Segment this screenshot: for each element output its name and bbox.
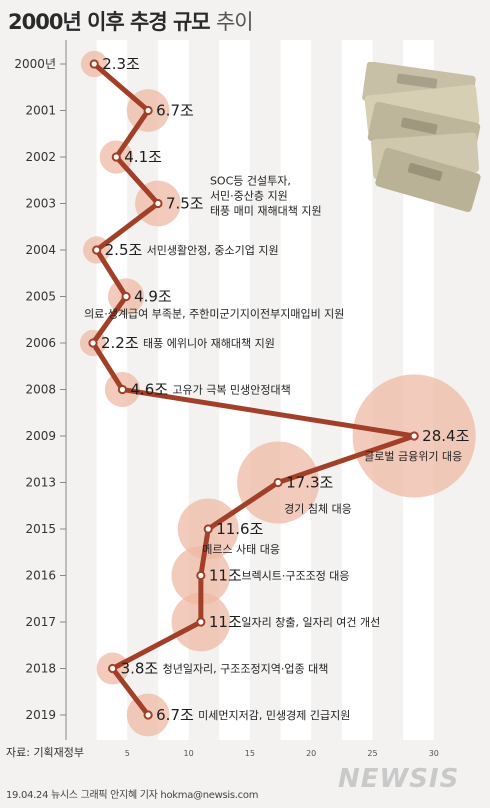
- annotation-text: 일자리 창출, 일자리 여건 개선: [241, 615, 380, 629]
- y-tick-label: 2000년: [14, 57, 56, 71]
- value-label: 11조: [209, 567, 242, 585]
- data-point: [88, 338, 98, 348]
- data-point: [203, 524, 213, 534]
- y-tick-label: 2008: [25, 383, 56, 397]
- chart-title-main: 2000년 이후 추경 규모: [8, 10, 211, 34]
- data-point: [273, 477, 283, 488]
- data-point: [196, 617, 206, 627]
- data-points: [88, 59, 419, 720]
- value-label: 4.1조: [124, 148, 162, 166]
- value-label: 3.8조: [121, 660, 159, 678]
- x-axis-ticks: 5 10 15 20 25 30: [125, 749, 439, 758]
- x-tick-label: 25: [367, 749, 377, 758]
- x-tick-label: 10: [184, 749, 194, 758]
- value-label: 2.3조: [102, 55, 140, 73]
- y-axis-ticks: 2000년 2001 2002 2003 2004 2005 2006 2008 2009 201…: [14, 57, 66, 722]
- value-label: 6.7조: [156, 102, 194, 120]
- annotation-text: 의료·생계급여 부족분, 주한미군기지이전부지매입비 지원: [84, 308, 344, 321]
- data-point: [107, 663, 118, 674]
- y-tick-label: 2002: [25, 150, 56, 164]
- annotation-text: 미세먼지저감, 민생경제 긴급지원: [198, 709, 350, 722]
- chart-title-sub: 추이: [215, 10, 254, 34]
- y-tick-label: 2013: [25, 476, 56, 490]
- annotation-text: 서민·중산층 지원: [210, 190, 288, 203]
- x-tick-label: 20: [306, 749, 316, 758]
- x-tick-label: 5: [125, 749, 130, 758]
- annotation-text: 브렉시트·구조조정 대응: [241, 570, 349, 583]
- data-point: [409, 431, 419, 441]
- x-tick-label: 15: [245, 749, 255, 758]
- annotation-text: 태풍 매미 재해대책 지원: [210, 204, 322, 218]
- value-label: 17.3조: [286, 474, 333, 492]
- value-label: 11조: [209, 613, 242, 631]
- y-tick-label: 2017: [25, 615, 56, 629]
- source-note: 자료: 기획재정부: [6, 746, 85, 759]
- y-tick-label: 2004: [25, 243, 56, 257]
- y-tick-label: 2016: [25, 569, 56, 583]
- annotation-text: 경기 침체 대응: [284, 503, 352, 516]
- value-label: 4.6조: [130, 381, 168, 399]
- value-labels: 2.3조 6.7조 4.1조 7.5조 2.5조 4.9조 2.2조 4.6조 28.4조 17.…: [101, 55, 470, 724]
- value-label: 11.6조: [216, 520, 263, 538]
- annotation-text: 태풍 에위니아 재해대책 지원: [143, 336, 275, 350]
- y-tick-label: 2019: [25, 708, 56, 722]
- grid-band: [341, 40, 373, 740]
- y-tick-label: 2001: [25, 104, 56, 118]
- data-point: [196, 570, 206, 581]
- credit-line: 19.04.24 뉴시스 그래픽 안지혜 기자 hokma@newsis.com: [6, 790, 259, 801]
- y-tick-label: 2015: [25, 522, 56, 536]
- chart-title: 2000년 이후 추경 규모 추이: [8, 6, 254, 36]
- y-tick-label: 2009: [25, 429, 56, 443]
- data-point: [143, 105, 153, 116]
- data-point: [143, 710, 153, 720]
- annotation-text: 고유가 극복 민생안정대책: [172, 384, 290, 397]
- data-point: [111, 152, 121, 162]
- annotation-text: SOC등 건설투자,: [210, 175, 291, 188]
- data-point: [92, 245, 102, 255]
- annotation-text: 서민생활안정, 중소기업 지원: [147, 243, 279, 257]
- annotation-text: 글로벌 금융위기 대응: [364, 450, 462, 463]
- value-label: 7.5조: [166, 195, 204, 213]
- grid-band: [280, 40, 312, 740]
- y-tick-label: 2018: [25, 662, 56, 676]
- x-tick-label: 30: [429, 749, 439, 758]
- annotation-text: 메르스 사태 대응: [202, 543, 280, 556]
- banknote-stack-illustration: [362, 62, 481, 212]
- y-tick-label: 2005: [25, 290, 56, 304]
- value-label: 28.4조: [422, 427, 469, 445]
- newsis-logo: NEWSIS: [338, 764, 460, 794]
- value-label: 6.7조: [156, 706, 194, 724]
- value-label: 2.2조: [101, 334, 139, 352]
- y-tick-label: 2003: [25, 197, 56, 211]
- value-label: 4.9조: [134, 288, 172, 306]
- data-point: [153, 198, 163, 209]
- data-point: [89, 59, 99, 69]
- data-point: [121, 291, 131, 302]
- y-tick-label: 2006: [25, 336, 56, 350]
- annotation-text: 청년일자리, 구조조정지역·업종 대책: [163, 662, 329, 676]
- value-label: 2.5조: [105, 241, 143, 259]
- data-point: [117, 384, 127, 395]
